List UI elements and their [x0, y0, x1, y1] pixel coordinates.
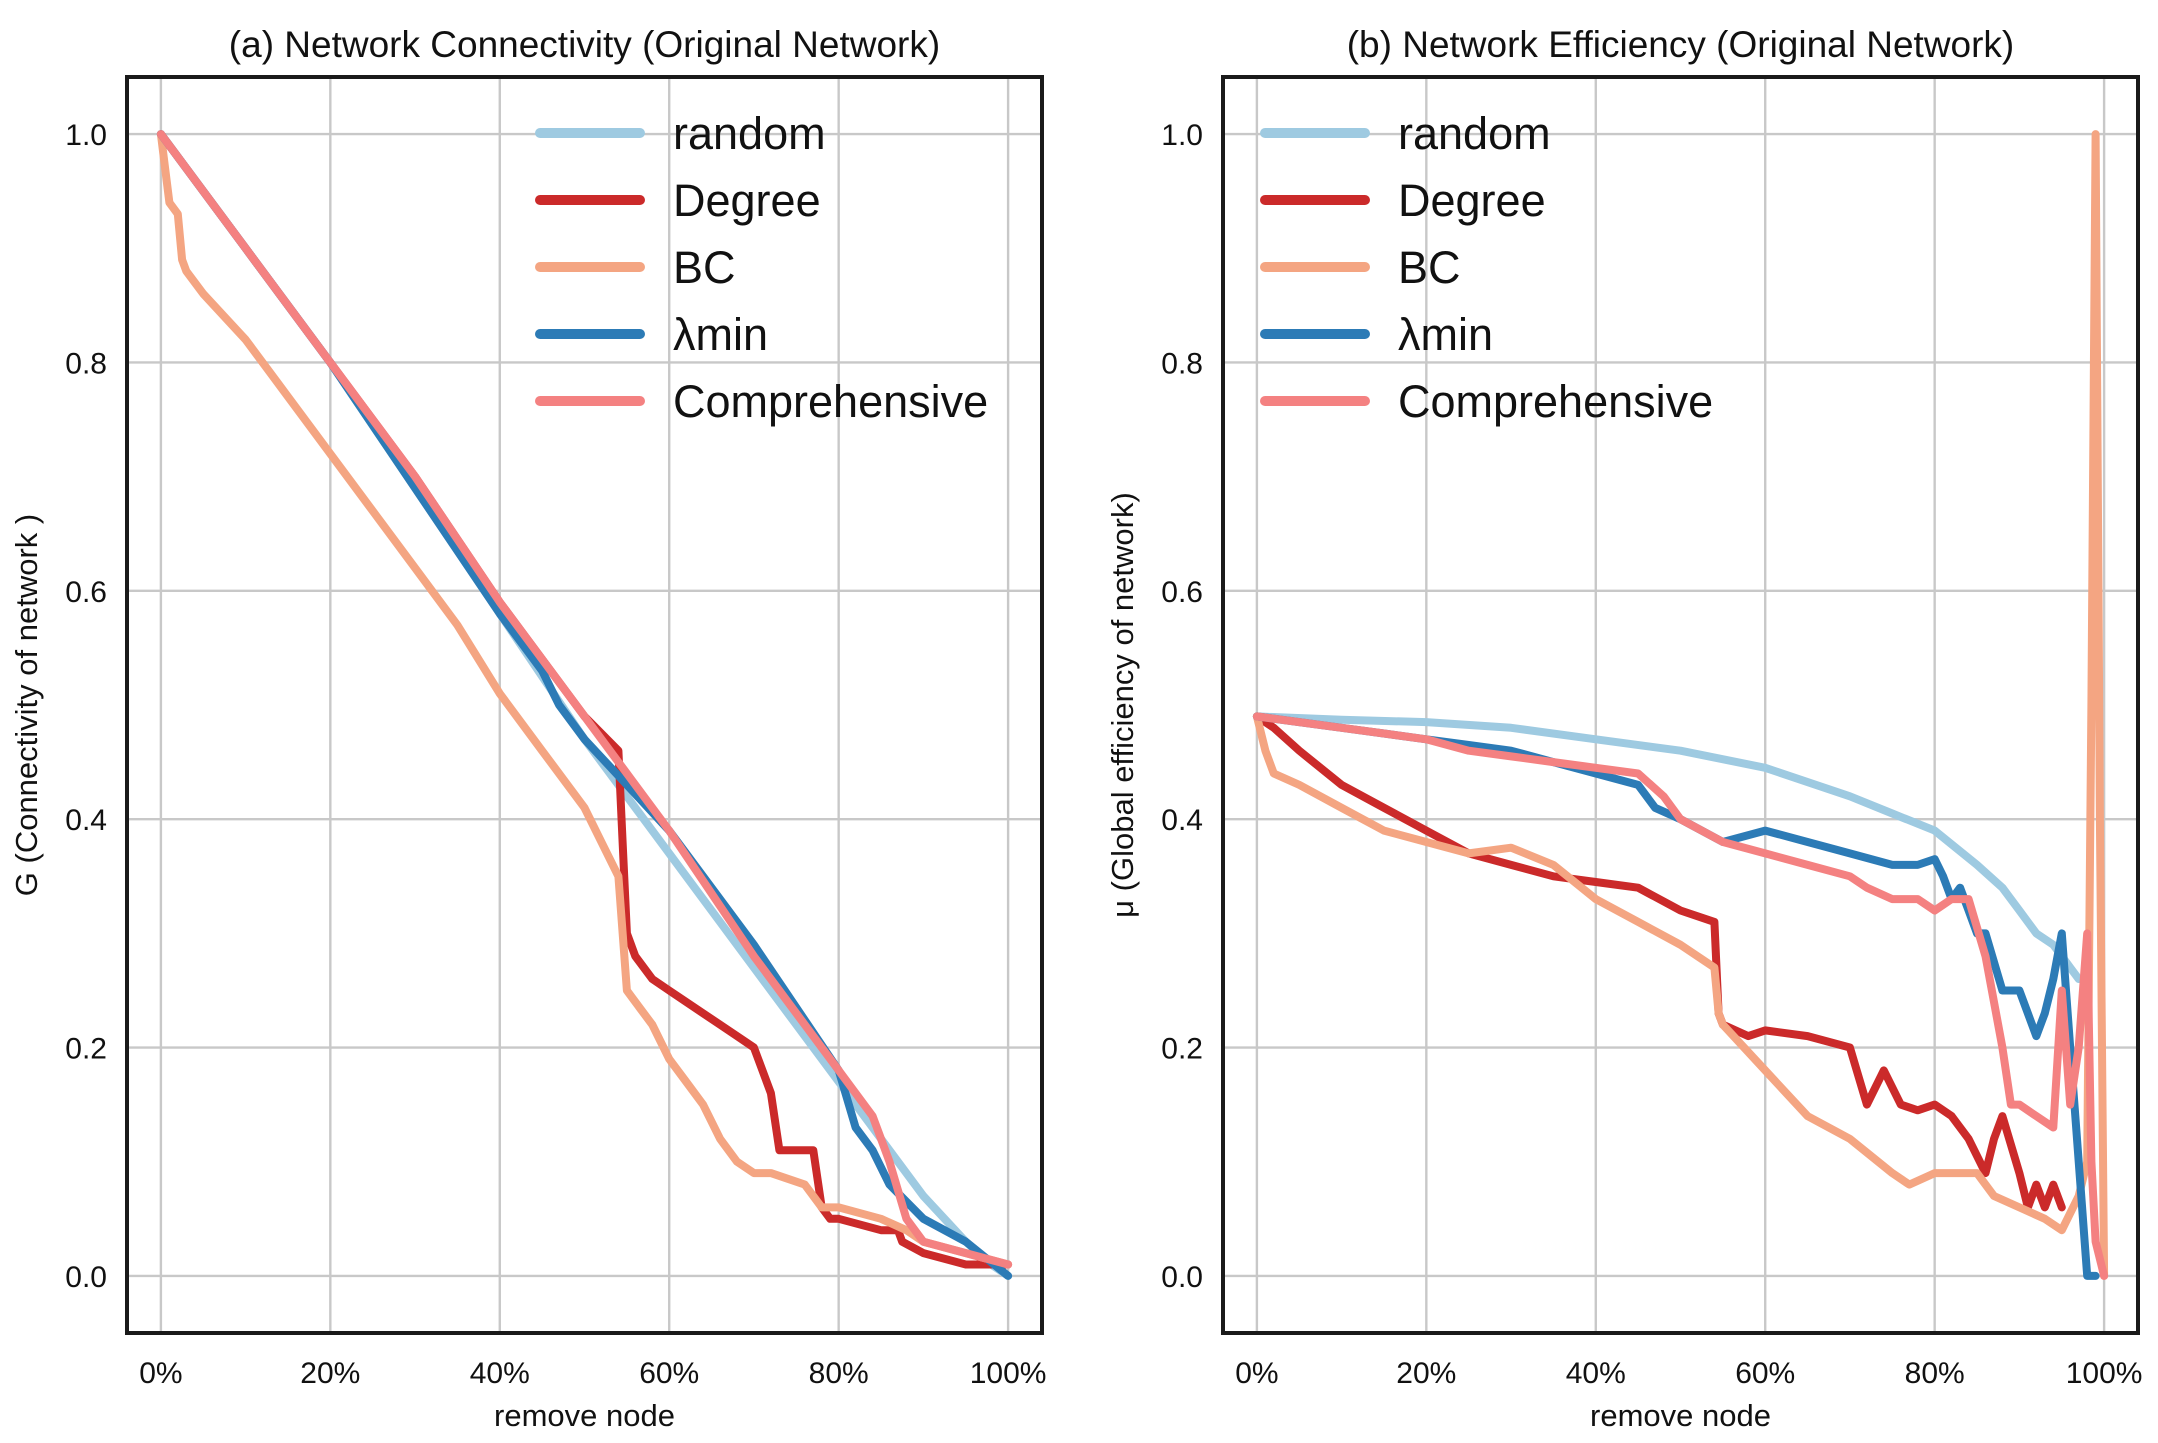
- panel-a-xtick-label-1: 20%: [300, 1357, 360, 1390]
- panel-b-axes-frame: [1221, 75, 2140, 1335]
- panel-b-series-Comprehensive: [1252, 712, 2109, 1280]
- panel-a-legend-label-Degree: Degree: [673, 175, 821, 226]
- panel-b-xlabel: remove node: [1590, 1398, 1771, 1433]
- panel-b-ytick-label-1: 0.2: [1161, 1033, 1203, 1066]
- panel-a-legend-label-Comprehensive: Comprehensive: [673, 376, 988, 427]
- panel-b-chart: 0% 20% 40% 60% 80% 100% 0.0 0.2 0.4 0.6 0.8 1.0 (b) …: [1105, 24, 2142, 1433]
- panel-b-legend: random Degree BC λmin Comprehensive: [1260, 108, 1713, 427]
- panel-b-legend-label-Degree: Degree: [1398, 175, 1546, 226]
- panel-b-xtick-label-4: 80%: [1905, 1357, 1965, 1390]
- panel-a-xtick-label-4: 80%: [809, 1357, 869, 1390]
- panel-b-legend-label-random: random: [1398, 108, 1551, 159]
- panel-b-ytick-label-5: 1.0: [1161, 119, 1203, 152]
- panel-a-ytick-label-2: 0.4: [65, 804, 107, 837]
- panel-a-xtick-label-0: 0%: [139, 1357, 182, 1390]
- panel-b-title: (b) Network Efficiency (Original Network…: [1347, 24, 2015, 65]
- panel-a-series-group: [156, 130, 1013, 1280]
- panel-a-xlabel: remove node: [494, 1398, 675, 1433]
- panel-a-legend: random Degree BC λmin Comprehensive: [535, 108, 988, 427]
- panel-a-xtick-label-3: 60%: [639, 1357, 699, 1390]
- panel-a-title: (a) Network Connectivity (Original Netwo…: [229, 24, 940, 65]
- panel-a-xtick-label-2: 40%: [470, 1357, 530, 1390]
- panel-b-xtick-label-1: 20%: [1396, 1357, 1456, 1390]
- panel-b-series-group: [1252, 130, 2109, 1280]
- panel-a-legend-label-lambda_min: λmin: [673, 309, 768, 360]
- panel-a-ytick-label-5: 1.0: [65, 119, 107, 152]
- panel-b-xtick-label-2: 40%: [1566, 1357, 1626, 1390]
- panel-a-ytick-label-3: 0.6: [65, 576, 107, 609]
- panel-a-xtick-label-5: 100%: [970, 1357, 1047, 1390]
- panel-b-xtick-label-5: 100%: [2066, 1357, 2143, 1390]
- panel-a-chart: 0% 20% 40% 60% 80% 100% 0.0 0.2 0.4 0.6 0.8 1.0 (a) …: [9, 24, 1046, 1433]
- panel-b-series-BC: [1252, 130, 2109, 1280]
- panel-b-legend-label-Comprehensive: Comprehensive: [1398, 376, 1713, 427]
- panel-a-axes-frame: [125, 75, 1044, 1335]
- panel-b-ytick-label-0: 0.0: [1161, 1261, 1203, 1294]
- panel-b-legend-label-lambda_min: λmin: [1398, 309, 1493, 360]
- panel-b-ytick-label-2: 0.4: [1161, 804, 1203, 837]
- panel-a-ytick-label-0: 0.0: [65, 1261, 107, 1294]
- panel-b-ytick-label-4: 0.8: [1161, 347, 1203, 380]
- panel-b-xtick-label-3: 60%: [1735, 1357, 1795, 1390]
- panel-a-ylabel: G (Connectivity of network ): [9, 514, 44, 896]
- panel-a-series-BC: [156, 130, 1013, 1269]
- panel-a-ytick-label-1: 0.2: [65, 1033, 107, 1066]
- panel-a-legend-label-random: random: [673, 108, 826, 159]
- panel-a-ytick-label-4: 0.8: [65, 347, 107, 380]
- panel-b-legend-label-BC: BC: [1398, 242, 1461, 293]
- panel-b-ytick-label-3: 0.6: [1161, 576, 1203, 609]
- panel-b-ylabel: μ (Global efficiency of network): [1105, 492, 1140, 918]
- panel-b-xtick-label-0: 0%: [1235, 1357, 1278, 1390]
- panel-a-legend-label-BC: BC: [673, 242, 736, 293]
- panel-b-series-random: [1252, 712, 2083, 983]
- panel-b-series-lambda_min: [1252, 712, 2100, 1280]
- panel-a-series-Comprehensive: [156, 130, 1013, 1269]
